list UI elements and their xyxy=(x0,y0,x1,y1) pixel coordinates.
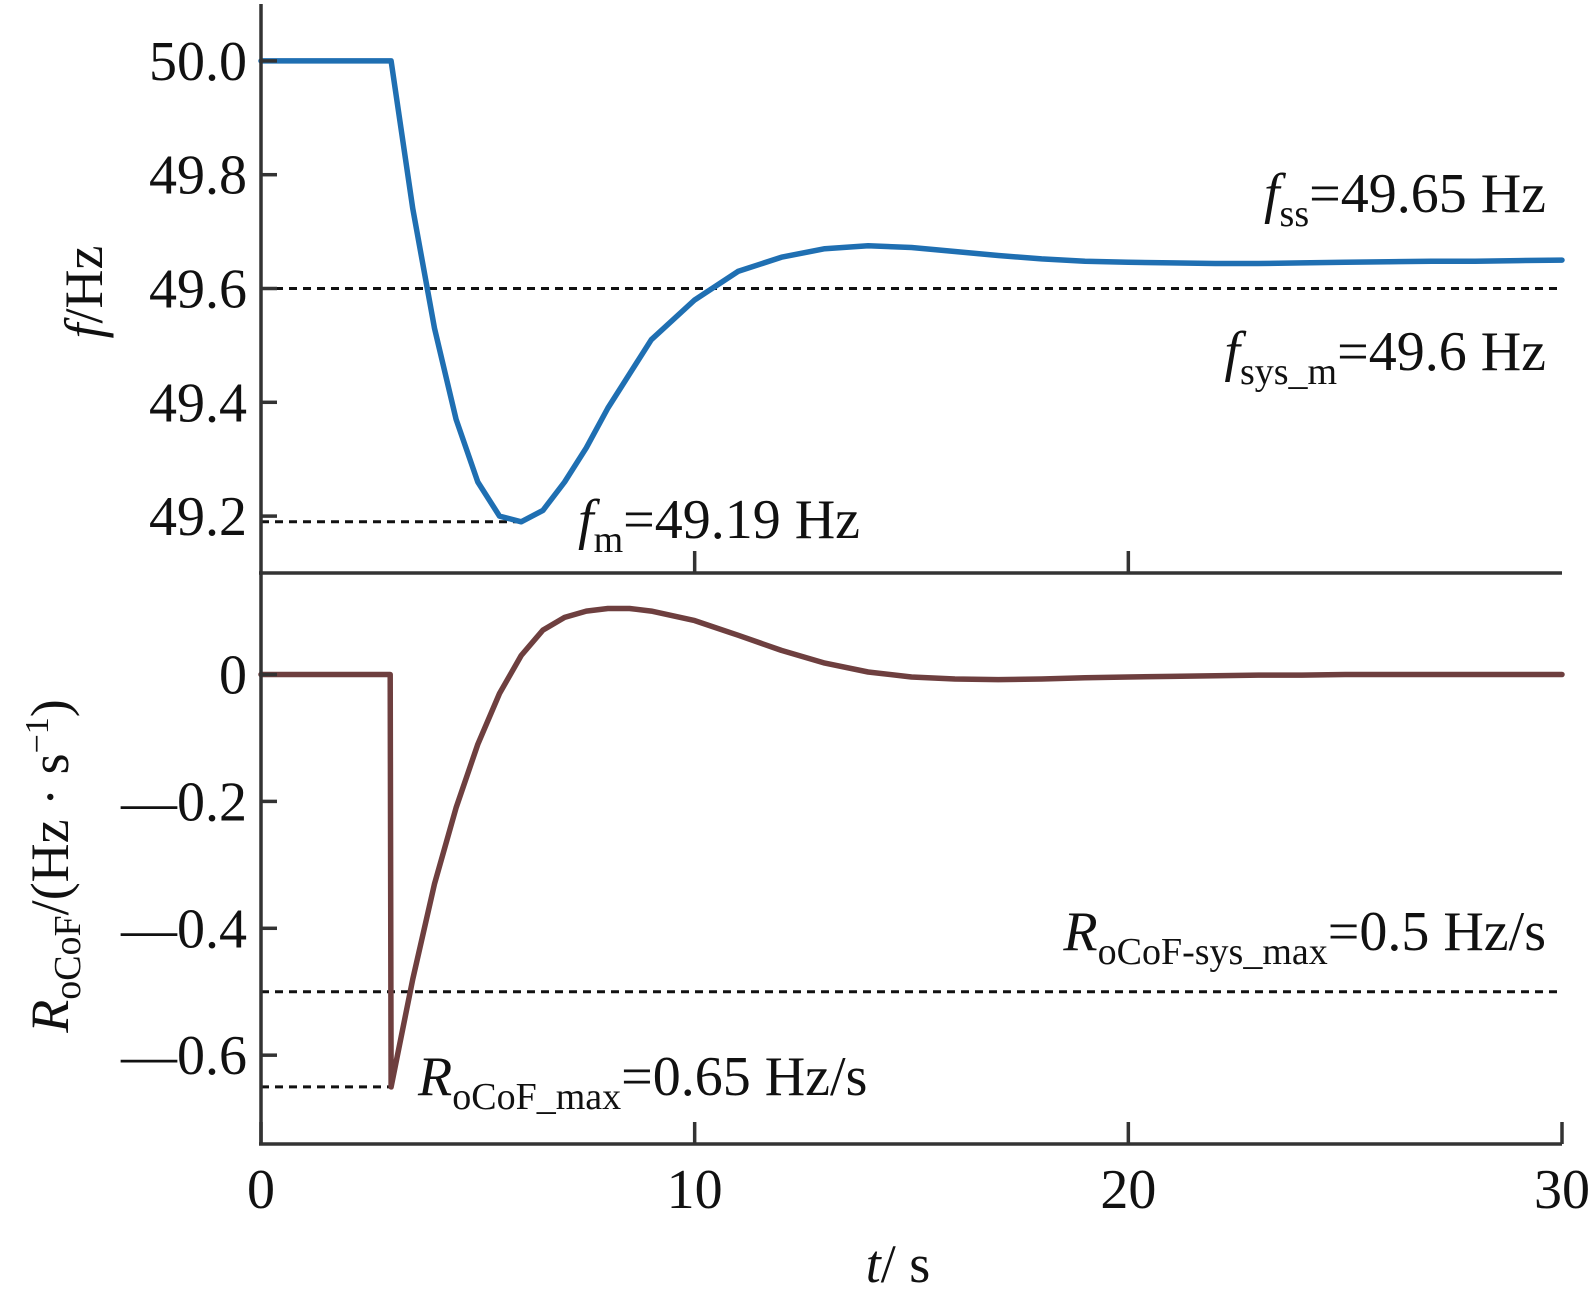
time-x-axis-title: t/ s xyxy=(866,1234,931,1294)
frequency-y-ticks: 50.0 49.8 49.6 49.4 49.2 xyxy=(149,31,277,548)
rocof-reference-lines xyxy=(261,990,1562,1089)
rocof-y-tick-label-2: —0.4 xyxy=(120,898,247,960)
rocof-y-axis-unit: /(Hz · s xyxy=(20,753,80,915)
frequency-y-tick-label-3: 49.4 xyxy=(149,372,247,434)
frequency-y-tick-label-1: 49.8 xyxy=(149,145,247,207)
frequency-x-ticks xyxy=(692,551,1131,573)
rocof-x-tick-label-3: 30 xyxy=(1534,1159,1590,1221)
rocof-series-line xyxy=(258,605,1565,1090)
annotation-rocof-max: RoCoF_max=0.65 Hz/s xyxy=(417,1046,867,1118)
rocof-x-tick-label-2: 20 xyxy=(1100,1159,1156,1221)
annotation-f-sys-m: fsys_m=49.6 Hz xyxy=(1224,321,1546,393)
time-x-axis-unit: / s xyxy=(881,1234,931,1294)
annotation-f-ss: fss=49.65 Hz xyxy=(1264,163,1546,235)
frequency-y-axis-unit: /Hz xyxy=(54,246,114,324)
frequency-y-tick-label-4: 49.2 xyxy=(149,486,247,548)
rocof-y-axis-subscript: oCoF xyxy=(47,915,89,999)
annotation-rocof-sys-max: RoCoF-sys_max=0.5 Hz/s xyxy=(1062,901,1546,973)
rocof-x-tick-label-0: 0 xyxy=(247,1159,275,1221)
frequency-series-line xyxy=(258,58,1565,525)
annotation-f-m: fm=49.19 Hz xyxy=(578,489,860,561)
frequency-y-tick-label-2: 49.6 xyxy=(149,259,247,321)
time-x-axis-symbol: t xyxy=(866,1234,883,1294)
rocof-x-ticks: 0 10 20 30 xyxy=(247,1122,1590,1221)
rocof-y-axis-title: RoCoF/(Hz · s−1) xyxy=(19,699,89,1034)
rocof-y-tick-label-0: 0 xyxy=(219,645,247,707)
rocof-y-tick-label-1: —0.2 xyxy=(120,771,247,833)
rocof-x-tick-label-1: 10 xyxy=(667,1159,723,1221)
rocof-y-tick-label-3: —0.6 xyxy=(120,1025,247,1087)
rocof-y-axis-superscript: −1 xyxy=(19,717,56,753)
frequency-panel: 50.0 49.8 49.6 49.4 49.2 f/Hz fss=49.65 Hz f… xyxy=(54,4,1565,575)
frequency-y-axis-title: f/Hz xyxy=(54,246,114,339)
rocof-y-axis-unit-close: ) xyxy=(20,699,80,717)
rocof-y-ticks: 0 —0.2 —0.4 —0.6 xyxy=(120,645,277,1087)
rocof-panel: 0 —0.2 —0.4 —0.6 0 10 20 30 RoCoF/(Hz · s−1) t… xyxy=(19,573,1590,1294)
rocof-y-axis-symbol: R xyxy=(20,1000,80,1034)
frequency-y-tick-label-0: 50.0 xyxy=(149,31,247,93)
frequency-reference-lines xyxy=(261,287,1562,524)
